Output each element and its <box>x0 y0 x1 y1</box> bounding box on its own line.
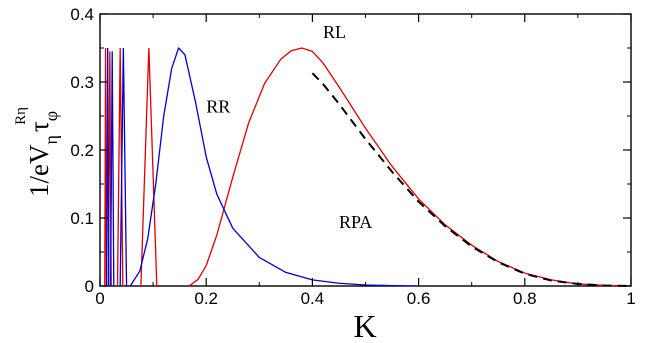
x-tick-label: 0.6 <box>407 289 431 308</box>
series-2 <box>311 72 632 287</box>
annotation-rl: RL <box>323 22 346 42</box>
y-tick-label: 0.4 <box>70 5 94 24</box>
y-label-sub-eta: η <box>41 135 61 144</box>
x-tick-label: 1 <box>626 289 635 308</box>
y-tick-label: 0.3 <box>70 73 94 92</box>
series-0 <box>104 47 632 287</box>
y-label-tau: τ <box>24 121 54 132</box>
series-2-line <box>311 72 632 287</box>
y-label-sub-phi: φ <box>41 111 61 121</box>
ticks-layer: 0 0.2 0.4 0.6 0.8 1 0 0.1 0.2 0.3 0.4 <box>70 5 635 308</box>
y-tick-label: 0 <box>85 277 94 296</box>
series-1-peak-0 <box>105 47 110 287</box>
series-0-peak-3 <box>140 47 158 287</box>
x-tick-label: 0.4 <box>301 289 325 308</box>
y-axis-label: 1/eVητφ Rη <box>13 107 61 197</box>
plot-border <box>99 13 632 287</box>
annotation-rr: RR <box>206 97 230 117</box>
series-1-peak-1 <box>109 51 115 287</box>
x-axis-label: K <box>353 308 376 343</box>
x-tick-label: 0.8 <box>513 289 537 308</box>
annotation-rpa: RPA <box>339 212 372 232</box>
series-0-line <box>188 47 632 287</box>
series-1 <box>105 47 419 287</box>
y-tick-label: 0.2 <box>70 141 94 160</box>
x-tick-label: 0.2 <box>194 289 218 308</box>
series-0-peak-0 <box>104 47 108 287</box>
annotation-layer: RL RR RPA <box>206 22 372 232</box>
series-layer <box>104 47 632 287</box>
x-tick-label: 0 <box>95 289 104 308</box>
y-tick-label: 0.1 <box>70 209 94 228</box>
series-1-line <box>129 47 419 287</box>
series-0-peak-2 <box>116 47 124 287</box>
plot-frame <box>99 13 632 287</box>
y-label-sup: Rη <box>13 107 29 125</box>
series-1-peak-2 <box>119 47 128 287</box>
svg-text:1/eVητφRη: 1/eVητφ Rη <box>13 107 61 197</box>
y-label-main: 1/eV <box>24 144 54 197</box>
